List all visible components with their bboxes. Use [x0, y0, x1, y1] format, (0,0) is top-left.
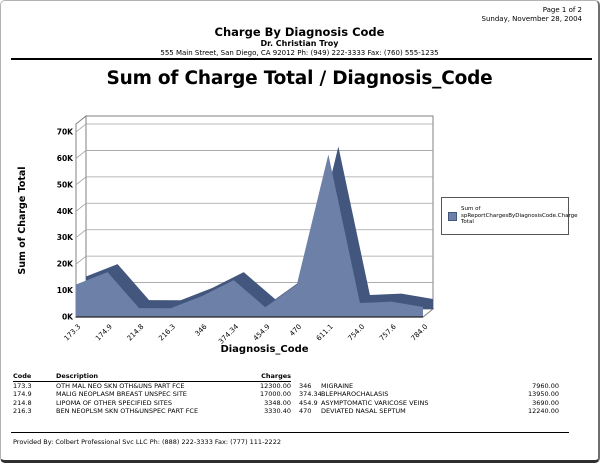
- chart-title: Sum of Charge Total / Diagnosis_Code: [106, 68, 493, 89]
- code-cell: 173.3: [13, 381, 32, 390]
- diagnosis-table: Code Description Charges 173.3 OTH MAL N…: [13, 372, 589, 416]
- page-header-meta: Page 1 of 2 Sunday, November 28, 2004: [482, 6, 582, 24]
- code-cell: 216.3: [13, 407, 32, 416]
- chart-canvas: 0K 10K 20K 30K 40K 50K 60K 70K 173.3 174.9 214.8 21…: [17, 114, 435, 355]
- x-tick-label: 374.34: [217, 322, 240, 345]
- code-cell: 174.9: [13, 390, 32, 399]
- charges-cell: 13950.00: [527, 390, 559, 399]
- description-cell: ASYMPTOMATIC VARICOSE VEINS: [321, 398, 429, 407]
- code-cell: 470: [299, 407, 312, 416]
- header-divider: [11, 58, 592, 60]
- col-header-code: Code: [13, 372, 56, 382]
- practice-address: 555 Main Street, San Diego, CA 92012 Ph:…: [160, 49, 439, 57]
- report-date: Sunday, November 28, 2004: [481, 15, 582, 23]
- charges-cell: 7960.00: [532, 381, 559, 390]
- x-tick-label: 784.0: [410, 323, 430, 343]
- x-tick-label: 470: [288, 323, 303, 338]
- legend-label: Sum of spReportChargesByDiagnosisCode.Ch…: [461, 206, 578, 226]
- y-tick-label: 0K: [62, 313, 74, 322]
- code-cell: 346: [299, 381, 312, 390]
- footer-divider: [11, 432, 569, 433]
- area-series: [76, 154, 423, 317]
- y-tick: [75, 255, 87, 265]
- x-tick-label: 611.1: [315, 323, 335, 343]
- x-tick-label: 214.8: [126, 323, 146, 343]
- x-tick-label: 346: [193, 322, 208, 337]
- charges-cell: 12240.00: [527, 407, 559, 416]
- description-cell: LIPOMA OF OTHER SPECIFIED SITES: [56, 398, 172, 407]
- charges-cell: 3348.00: [264, 398, 291, 407]
- y-tick-label: 30K: [57, 233, 74, 242]
- col-header-description: Description: [56, 372, 251, 382]
- chart-back-wall: [85, 115, 434, 310]
- table-row: 214.8 LIPOMA OF OTHER SPECIFIED SITES 33…: [13, 399, 589, 408]
- page-number: Page 1 of 2: [542, 6, 582, 14]
- y-axis-title: Sum of Charge Total: [17, 166, 28, 274]
- legend-line: Sum of: [461, 206, 481, 213]
- x-tick-label: 173.3: [63, 323, 83, 343]
- charges-cell: 17000.00: [259, 390, 291, 399]
- table-row: 174.9 MALIG NEOPLASM BREAST UNSPEC SITE …: [13, 390, 589, 399]
- y-tick-label: 50K: [57, 180, 74, 189]
- y-tick: [75, 176, 87, 186]
- table-row: 173.3 OTH MAL NEO SKN OTH&UNS PART FCE 1…: [13, 382, 589, 391]
- col-header-charges: Charges: [251, 372, 291, 382]
- description-cell: BLEPHAROCHALASIS: [321, 390, 389, 399]
- description-cell: MIGRAINE: [321, 381, 354, 390]
- x-tick-label: 216.3: [157, 323, 177, 343]
- table-row: 216.3 BEN NEOPLSM SKN OTH&UNSPEC PART FC…: [13, 407, 589, 416]
- y-tick-label: 20K: [57, 260, 74, 269]
- y-tick: [75, 150, 87, 159]
- x-tick-label: 757.6: [378, 322, 398, 342]
- y-tick-label: 40K: [57, 207, 74, 216]
- report-title: Charge By Diagnosis Code: [214, 25, 385, 39]
- x-tick-label: 454.9: [252, 323, 272, 343]
- charges-cell: 3330.40: [264, 407, 291, 416]
- charges-cell: 12300.00: [259, 381, 291, 390]
- legend-swatch: [448, 211, 457, 221]
- x-axis-title: Diagnosis_Code: [220, 344, 308, 355]
- y-tick: [75, 123, 87, 133]
- x-tick-label: 754.0: [346, 323, 366, 343]
- charges-cell: 3690.00: [532, 398, 559, 407]
- y-tick-label: 60K: [57, 154, 74, 163]
- description-cell: DEVIATED NASAL SEPTUM: [321, 407, 406, 416]
- doctor-name: Dr. Christian Troy: [260, 39, 339, 48]
- table-header-row: Code Description Charges: [13, 372, 589, 382]
- legend-line: Total: [461, 219, 474, 226]
- description-cell: BEN NEOPLSM SKN OTH&UNSPEC PART FCE: [56, 407, 199, 416]
- code-cell: 454.9: [299, 398, 318, 407]
- footer-provided-by: Provided By: Colbert Professional Svc LL…: [13, 438, 281, 446]
- y-tick: [75, 229, 87, 239]
- y-tick-label: 10K: [57, 286, 74, 295]
- legend-line: spReportChargesByDiagnosisCode.Charge: [461, 212, 578, 219]
- chart-legend: Sum of spReportChargesByDiagnosisCode.Ch…: [441, 197, 578, 235]
- code-cell: 374.34: [299, 390, 322, 399]
- y-tick: [75, 202, 87, 212]
- x-tick-label: 174.9: [94, 323, 114, 343]
- code-cell: 214.8: [13, 398, 32, 407]
- y-tick-label: 70K: [57, 128, 74, 137]
- description-cell: MALIG NEOPLASM BREAST UNSPEC SITE: [56, 390, 187, 399]
- description-cell: OTH MAL NEO SKN OTH&UNS PART FCE: [56, 381, 185, 390]
